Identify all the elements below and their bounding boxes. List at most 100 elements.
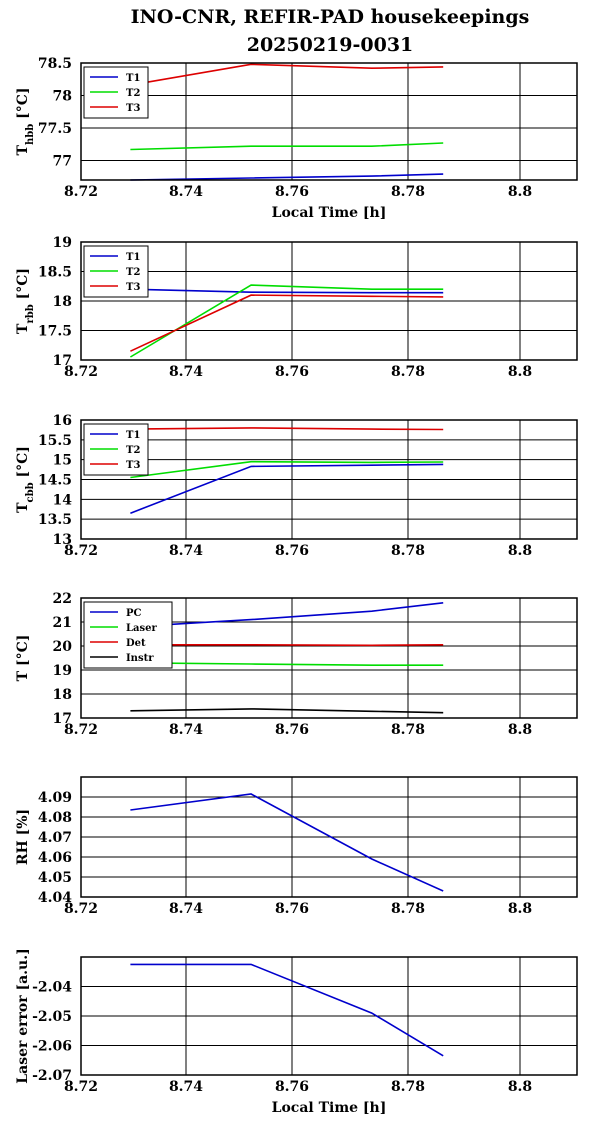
x-tick-label: 8.78 bbox=[391, 722, 425, 738]
series-line bbox=[130, 963, 444, 1057]
x-tick-label: 8.72 bbox=[64, 184, 98, 200]
y-tick-label: 4.09 bbox=[38, 790, 72, 806]
x-tick-label: 8.76 bbox=[275, 722, 309, 738]
y-tick-label: 77 bbox=[53, 154, 72, 170]
legend-label: T3 bbox=[126, 103, 140, 114]
x-tick-label: 8.8 bbox=[508, 364, 532, 380]
series-line bbox=[130, 793, 444, 892]
x-tick-label: 8.74 bbox=[169, 184, 203, 200]
y-tick-label: 4.08 bbox=[38, 810, 72, 826]
chart-panels: 77 77.5 78 78.5 8.72 8.74 8.76 8.78 8.8 Local Tim… bbox=[15, 56, 578, 1116]
plot-frame bbox=[80, 419, 578, 540]
y-tick-label: 20 bbox=[53, 639, 73, 655]
y-tick-label: 21 bbox=[53, 615, 72, 631]
figure-title-line2: 20250219-0031 bbox=[247, 34, 414, 56]
legend-label: T1 bbox=[126, 73, 140, 84]
series-line bbox=[130, 427, 444, 431]
y-tick-label: 19 bbox=[53, 235, 72, 251]
y-axis-label: T [°C] bbox=[15, 635, 31, 682]
y-tick-label: 13 bbox=[53, 532, 72, 548]
x-tick-label: 8.76 bbox=[275, 364, 309, 380]
x-tick-label: 8.72 bbox=[64, 364, 98, 380]
series-line bbox=[129, 284, 444, 358]
y-tick-label: -2.04 bbox=[32, 980, 72, 996]
y-tick-label: 18 bbox=[53, 294, 72, 310]
figure-title-line1: INO-CNR, REFIR-PAD housekeepings bbox=[131, 6, 530, 28]
y-tick-label: -2.06 bbox=[32, 1039, 72, 1055]
series-line bbox=[130, 142, 444, 151]
plot-frame bbox=[80, 62, 578, 181]
x-tick-label: 8.72 bbox=[64, 1079, 98, 1095]
series-line bbox=[130, 643, 444, 647]
legend-label: Laser bbox=[126, 623, 158, 634]
y-axis-label: Trbb [°C] bbox=[15, 268, 36, 334]
series-line bbox=[130, 294, 444, 352]
x-tick-label: 8.78 bbox=[391, 364, 425, 380]
y-tick-label: 16 bbox=[53, 413, 72, 429]
x-tick-label: 8.76 bbox=[275, 184, 309, 200]
x-tick-label: 8.72 bbox=[64, 543, 98, 559]
series-line bbox=[130, 662, 444, 667]
legend-label: T1 bbox=[126, 252, 140, 263]
x-tick-label: 8.74 bbox=[169, 722, 203, 738]
x-tick-label: 8.72 bbox=[64, 901, 98, 917]
x-tick-label: 8.76 bbox=[275, 1079, 309, 1095]
legend-label: Instr bbox=[126, 653, 154, 664]
y-tick-label: 17 bbox=[53, 711, 72, 727]
chart-panel: 17 17.5 18 18.5 19 8.72 8.74 8.76 8.78 8.8 Trbb [°… bbox=[15, 235, 578, 380]
legend-label: T2 bbox=[126, 445, 140, 456]
y-tick-label: 14.5 bbox=[38, 473, 72, 489]
chart-panel: 13 13.5 14 14.5 15 15.5 16 8.72 8.74 8.76 8.78 8.8 T… bbox=[15, 413, 578, 559]
x-tick-label: 8.78 bbox=[391, 1079, 425, 1095]
series-line bbox=[130, 708, 444, 714]
y-axis-label: Laser error [a.u.] bbox=[15, 948, 31, 1083]
x-axis-label: Local Time [h] bbox=[272, 205, 387, 221]
chart-panel: 17 18 19 20 21 22 8.72 8.74 8.76 8.78 8.8 T [°C] PC L… bbox=[15, 591, 578, 738]
legend-label: T2 bbox=[126, 88, 140, 99]
legend-label: PC bbox=[126, 608, 142, 619]
series-line bbox=[130, 288, 444, 294]
x-tick-label: 8.8 bbox=[508, 1079, 532, 1095]
legend-label: T1 bbox=[126, 430, 140, 441]
plot-frame bbox=[80, 956, 578, 1076]
y-tick-label: -2.07 bbox=[32, 1068, 72, 1084]
x-tick-label: 8.74 bbox=[169, 901, 203, 917]
x-tick-label: 8.8 bbox=[508, 543, 532, 559]
y-tick-label: 15 bbox=[53, 453, 72, 469]
series-line bbox=[130, 463, 444, 514]
legend-label: T3 bbox=[126, 282, 140, 293]
y-tick-label: 17.5 bbox=[38, 324, 72, 340]
y-tick-label: 22 bbox=[53, 591, 72, 607]
chart-panel: 4.04 4.05 4.06 4.07 4.08 4.09 8.72 8.74 8.76 8.78… bbox=[15, 776, 578, 917]
series-line bbox=[130, 63, 444, 86]
legend-label: Det bbox=[126, 638, 146, 649]
x-tick-label: 8.8 bbox=[508, 901, 532, 917]
chart-panel: 77 77.5 78 78.5 8.72 8.74 8.76 8.78 8.8 Local Tim… bbox=[15, 56, 578, 221]
series-line bbox=[130, 460, 444, 479]
chart-panel: -2.07 -2.06 -2.05 -2.04 8.72 8.74 8.76 8.78 8.8 L… bbox=[15, 948, 578, 1116]
legend-label: T2 bbox=[126, 267, 140, 278]
series-line bbox=[130, 602, 444, 628]
x-axis-label: Local Time [h] bbox=[272, 1100, 387, 1116]
y-tick-label: 14 bbox=[53, 492, 73, 508]
x-tick-label: 8.8 bbox=[508, 184, 532, 200]
x-tick-label: 8.72 bbox=[64, 722, 98, 738]
y-axis-label: Tcbb [°C] bbox=[15, 446, 36, 513]
y-tick-label: 4.04 bbox=[38, 890, 72, 906]
x-tick-label: 8.8 bbox=[508, 722, 532, 738]
x-tick-label: 8.74 bbox=[169, 1079, 203, 1095]
plot-frame bbox=[80, 776, 578, 898]
series-line bbox=[130, 173, 444, 181]
y-tick-label: -2.05 bbox=[32, 1009, 72, 1025]
plot-frame bbox=[80, 597, 578, 719]
y-tick-label: 18 bbox=[53, 687, 72, 703]
y-tick-label: 4.06 bbox=[38, 850, 72, 866]
y-tick-label: 77.5 bbox=[38, 121, 72, 137]
y-tick-label: 15.5 bbox=[38, 433, 72, 449]
y-tick-label: 13.5 bbox=[38, 512, 72, 528]
x-tick-label: 8.74 bbox=[169, 543, 203, 559]
y-tick-label: 19 bbox=[53, 663, 72, 679]
y-tick-label: 78.5 bbox=[38, 56, 72, 72]
x-tick-label: 8.78 bbox=[391, 543, 425, 559]
